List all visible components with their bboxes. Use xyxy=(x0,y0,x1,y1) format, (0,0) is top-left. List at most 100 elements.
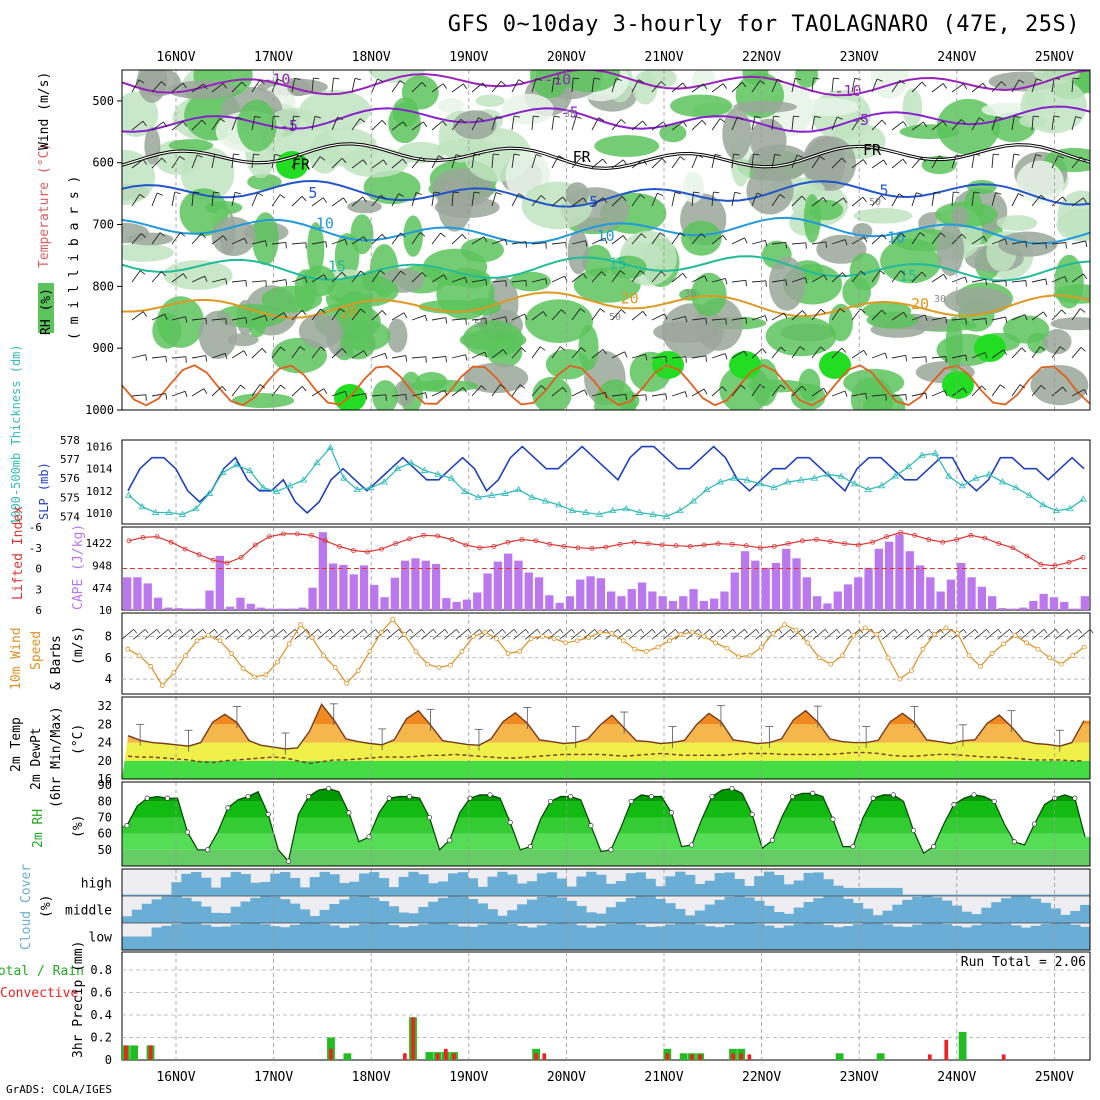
wind-barb xyxy=(231,192,236,207)
wind-barb-flag xyxy=(1004,238,1008,245)
wind10m-barb-flag xyxy=(306,629,310,634)
cape-bar xyxy=(833,591,842,610)
wind-barb-flag xyxy=(445,317,448,324)
cloud-bar xyxy=(171,882,182,896)
wind-barb-flag xyxy=(602,158,607,164)
wind-barb-flag xyxy=(1036,78,1043,82)
cloud-bar xyxy=(922,923,933,950)
wind-barb-flag xyxy=(905,394,907,401)
wind-speed-marker xyxy=(655,644,661,650)
wind-barb xyxy=(531,154,537,169)
wind-barb-flag xyxy=(1045,278,1048,285)
wind-barb-flag xyxy=(705,355,708,362)
cape-bar xyxy=(1029,601,1038,610)
wind-barb-flag xyxy=(156,192,163,196)
wind-speed-marker xyxy=(620,638,626,644)
wind-speed-marker xyxy=(920,646,926,652)
cloud-bar xyxy=(477,886,488,896)
wind-barb-flag xyxy=(583,197,588,204)
wind-barb-flag xyxy=(463,83,468,90)
wind-barb-flag xyxy=(956,154,963,158)
wind-barb xyxy=(131,394,146,397)
wind-speed-marker xyxy=(494,636,499,641)
rh-patch xyxy=(795,70,818,88)
rh-patch xyxy=(465,298,502,316)
wind-barb-flag xyxy=(164,314,168,320)
wind-barb xyxy=(731,384,742,397)
cloud-bar xyxy=(793,923,804,950)
wind-barb-flag xyxy=(138,79,145,84)
wind-barb xyxy=(371,233,383,245)
cape-bar xyxy=(988,596,997,610)
freezing-level-line-core xyxy=(122,143,1090,170)
cloud-bar xyxy=(191,872,202,896)
wind-barb xyxy=(451,276,466,283)
wind-barb-flag xyxy=(1024,314,1028,321)
isotherm-label: 5 xyxy=(879,182,888,200)
wind-barb-flag xyxy=(879,270,886,275)
thickness-marker xyxy=(205,489,214,496)
rh-patch xyxy=(168,139,214,152)
cloud-bar xyxy=(457,872,469,896)
wind-barb-flag xyxy=(313,77,320,80)
cape-bar xyxy=(462,599,472,610)
wind-barb-flag xyxy=(341,348,347,354)
wind-barb-flag xyxy=(624,351,628,358)
wind-barb-flag xyxy=(521,347,527,353)
wind-barb-flag xyxy=(478,117,485,121)
wind10m-barb-flag xyxy=(721,629,725,634)
lifted-index-marker xyxy=(505,539,511,545)
wind-barb-flag xyxy=(381,310,387,316)
wind10m-barb-flag xyxy=(456,629,460,634)
wind-barb xyxy=(171,82,184,93)
cape-bar xyxy=(174,608,183,610)
wind-barb-flag xyxy=(415,192,422,195)
wind-barb xyxy=(991,154,994,169)
isotherm-label: 15 xyxy=(899,267,917,285)
cape-bar xyxy=(246,603,255,610)
lifted-index-marker xyxy=(168,539,174,545)
wind-speed-marker xyxy=(563,640,569,646)
rh-patch xyxy=(945,316,963,372)
rh-marker xyxy=(447,837,453,843)
rh-patch xyxy=(372,380,399,410)
rh-legend-swatch xyxy=(38,283,54,333)
cloud-bar xyxy=(813,923,824,950)
wind10m-barb xyxy=(513,629,526,640)
wind-barb xyxy=(391,158,403,169)
cloud-bar xyxy=(773,927,785,950)
wind10m-barb-flag xyxy=(421,629,426,634)
isotherm-label: 20 xyxy=(340,304,358,322)
wind-barb xyxy=(251,80,261,93)
thickness-marker xyxy=(756,480,765,487)
cloud-bar xyxy=(892,926,903,950)
wind-barb-flag xyxy=(722,386,727,392)
wind-barb-flag xyxy=(419,232,426,237)
wind-barb xyxy=(971,385,982,397)
cloud-bar xyxy=(349,896,360,923)
cloud-bar xyxy=(1020,896,1032,923)
cape-bar xyxy=(226,606,235,610)
wind-barb xyxy=(191,192,194,207)
cloud-bar xyxy=(250,882,261,896)
precip-total-legend: Total / Rain xyxy=(0,964,84,979)
cape-bar xyxy=(658,596,667,610)
wind-barb-flag xyxy=(1083,197,1088,204)
wind-barb-flag xyxy=(601,271,607,277)
cloud-bar xyxy=(398,912,409,923)
rh-patch xyxy=(670,94,733,118)
cloud-bar xyxy=(497,923,508,950)
wind-axis-label: Wind (m/s) xyxy=(37,72,52,150)
wind-barb xyxy=(311,346,321,359)
wind-barb-flag xyxy=(963,387,968,394)
cloud-layer-label: middle xyxy=(65,904,112,919)
wind-barb-flag xyxy=(981,385,987,391)
lifted-index-marker xyxy=(589,546,595,551)
wind-barb-flag xyxy=(294,77,301,81)
rh-patch xyxy=(902,88,923,128)
rh-patch xyxy=(437,176,472,232)
rh-contour-label: 30 xyxy=(934,294,946,305)
wind-barb-flag xyxy=(753,153,760,156)
wind10m-barb xyxy=(282,629,296,640)
cloud-bar xyxy=(398,876,409,896)
